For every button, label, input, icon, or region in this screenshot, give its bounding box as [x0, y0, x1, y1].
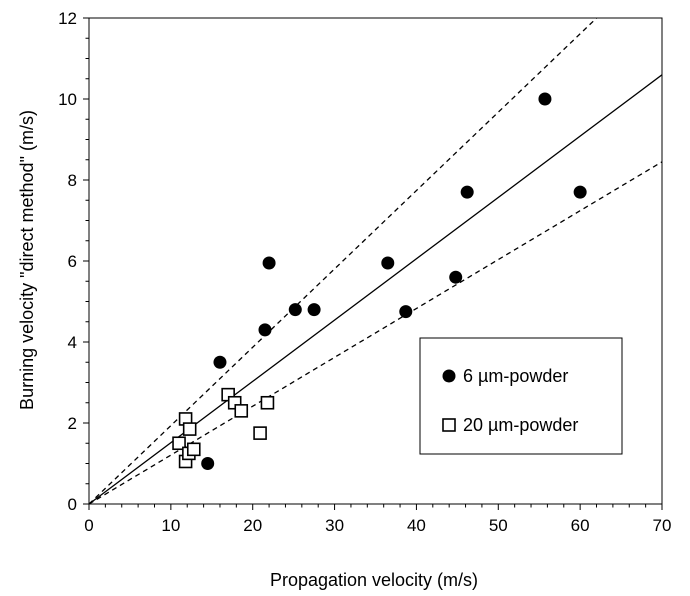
point-6um	[399, 305, 413, 319]
point-20um	[182, 422, 197, 436]
point-20um	[234, 404, 249, 418]
x-tick-label: 0	[84, 516, 93, 535]
y-tick-label: 8	[68, 171, 77, 190]
x-tick-label: 50	[489, 516, 508, 535]
point-6um	[213, 355, 227, 369]
x-tick-label: 20	[243, 516, 262, 535]
y-tick-label: 12	[58, 9, 77, 28]
point-6um	[201, 457, 215, 470]
y-tick-label: 10	[58, 90, 77, 109]
point-6um	[460, 185, 474, 199]
point-6um	[381, 256, 395, 270]
y-tick-label: 6	[68, 252, 77, 271]
x-tick-label: 60	[571, 516, 590, 535]
point-20um	[186, 442, 201, 457]
axes: 0 10 20 30 40 50 60 70 0 2 4 6 8 10 12	[58, 9, 671, 535]
point-6um	[258, 323, 272, 337]
point-20um	[253, 426, 267, 440]
point-6um	[573, 185, 587, 199]
x-tick-label: 70	[653, 516, 672, 535]
x-axis-title: Propagation velocity (m/s)	[270, 570, 478, 590]
legend-marker-20um	[442, 418, 456, 432]
x-tick-label: 40	[407, 516, 426, 535]
point-6um	[262, 256, 276, 270]
legend-label-20um: 20 µm-powder	[463, 415, 578, 435]
point-6um	[449, 270, 463, 284]
legend: 6 µm-powder 20 µm-powder	[419, 337, 623, 455]
point-6um	[288, 303, 302, 317]
dashed-bound-line-1	[89, 18, 598, 504]
legend-marker-6um	[442, 369, 456, 383]
point-6um	[538, 92, 552, 106]
point-6um	[307, 303, 321, 317]
y-tick-label: 2	[68, 414, 77, 433]
y-tick-label: 4	[68, 333, 77, 352]
point-20um	[260, 395, 275, 410]
y-tick-label: 0	[68, 495, 77, 514]
legend-label-6um: 6 µm-powder	[463, 366, 568, 386]
point-20um	[172, 436, 186, 451]
x-tick-label: 30	[325, 516, 344, 535]
x-tick-label: 10	[161, 516, 180, 535]
legend-box	[419, 337, 623, 455]
y-axis-title: Burning velocity "direct method" (m/s)	[17, 110, 37, 410]
data-markers	[172, 92, 587, 470]
